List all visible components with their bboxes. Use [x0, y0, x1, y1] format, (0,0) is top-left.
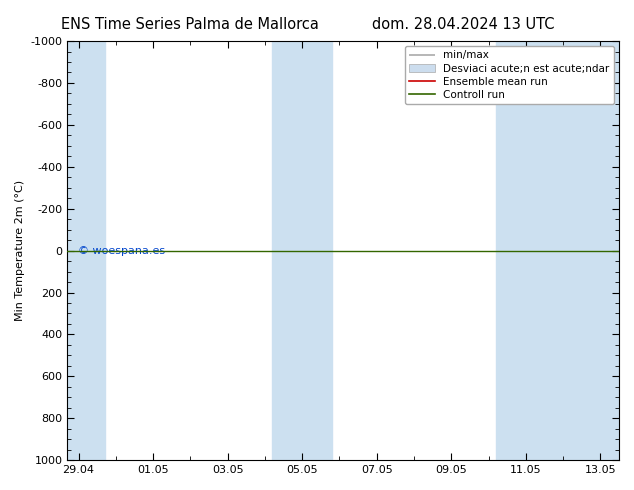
Y-axis label: Min Temperature 2m (°C): Min Temperature 2m (°C): [15, 180, 25, 321]
Text: dom. 28.04.2024 13 UTC: dom. 28.04.2024 13 UTC: [372, 17, 554, 32]
Text: © woespana.es: © woespana.es: [79, 245, 165, 256]
Text: ENS Time Series Palma de Mallorca: ENS Time Series Palma de Mallorca: [61, 17, 319, 32]
Legend: min/max, Desviaci acute;n est acute;ndar, Ensemble mean run, Controll run: min/max, Desviaci acute;n est acute;ndar…: [405, 46, 614, 104]
Bar: [67, 41, 105, 460]
Bar: [496, 41, 619, 460]
Bar: [273, 41, 332, 460]
